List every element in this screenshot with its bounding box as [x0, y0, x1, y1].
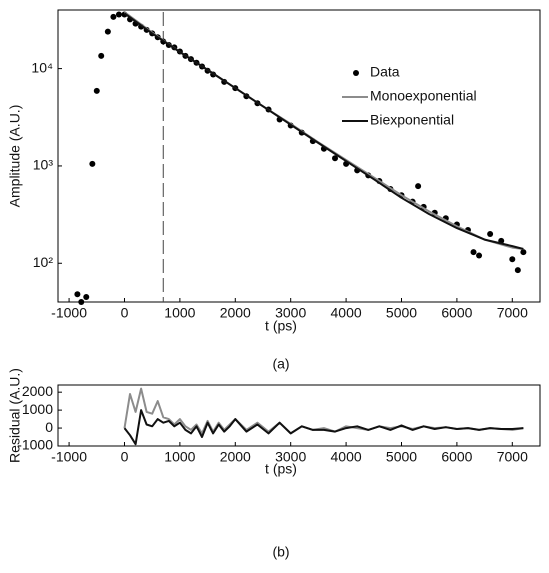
data-point [520, 249, 527, 256]
x-tick-label: 2000 [220, 449, 251, 465]
x-tick-label: 1000 [164, 449, 195, 465]
data-point [110, 13, 117, 20]
x-tick-label: 7000 [497, 449, 528, 465]
x-tick-label: 2000 [220, 305, 251, 321]
y-axis-label: Residual (A.U.) [7, 368, 23, 463]
x-tick-label: 4000 [331, 449, 362, 465]
data-point [514, 267, 521, 274]
x-tick-label: 3000 [275, 305, 306, 321]
y-tick-label: 2000 [22, 383, 53, 399]
legend-label: Monoexponential [370, 88, 477, 104]
x-tick-label: 3000 [275, 449, 306, 465]
y-axis-label: Amplitude (A.U.) [7, 105, 23, 208]
data-point [476, 252, 483, 259]
x-tick-label: 6000 [441, 305, 472, 321]
x-tick-label: 5000 [386, 449, 417, 465]
series-line [123, 12, 524, 250]
data-point [415, 183, 422, 190]
x-tick-label: 6000 [441, 449, 472, 465]
y-tick-label: 0 [45, 419, 53, 435]
series-line [123, 409, 524, 446]
x-tick-label: 7000 [497, 305, 528, 321]
x-tick-label: 1000 [164, 305, 195, 321]
caption: (b) [272, 544, 289, 560]
data-point [98, 52, 105, 59]
legend-label: Biexponential [370, 112, 454, 128]
x-tick-label: 0 [121, 449, 129, 465]
data-point [83, 294, 90, 301]
data-point [89, 160, 96, 167]
x-axis-label: t (ps) [265, 461, 297, 477]
y-tick-label: 1000 [22, 401, 53, 417]
data-point [332, 155, 339, 162]
x-tick-label: -1000 [51, 449, 87, 465]
data-point [509, 256, 516, 263]
x-tick-label: 0 [121, 305, 129, 321]
x-axis-label: t (ps) [265, 318, 297, 334]
data-point [74, 291, 81, 298]
data-point [115, 11, 122, 18]
plot-frame [57, 384, 541, 447]
series-line [123, 387, 524, 435]
plot-frame [57, 9, 541, 303]
legend-label: Data [370, 64, 400, 80]
data-point [104, 28, 111, 35]
series-line [123, 11, 524, 250]
caption: (a) [272, 356, 289, 372]
y-tick-label: 10³ [33, 157, 54, 173]
y-tick-label: 10⁴ [31, 59, 53, 75]
x-tick-label: 4000 [331, 305, 362, 321]
y-tick-label: -1000 [17, 437, 53, 453]
y-tick-label: 10² [33, 254, 54, 270]
legend-marker [353, 70, 359, 76]
data-point [470, 249, 477, 256]
data-point [78, 299, 85, 305]
data-point [487, 230, 494, 237]
data-point [93, 87, 100, 94]
x-tick-label: 5000 [386, 305, 417, 321]
x-tick-label: -1000 [51, 305, 87, 321]
